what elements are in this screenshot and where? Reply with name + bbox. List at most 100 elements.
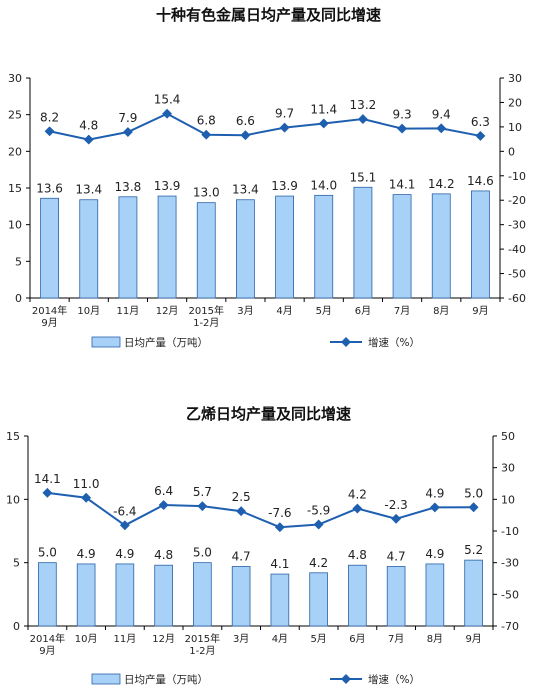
- growth-value-label: 4.8: [79, 119, 98, 133]
- bar-value-label: 13.8: [115, 180, 142, 194]
- x-tick-label: 4月: [276, 305, 292, 317]
- bar: [471, 190, 490, 299]
- left-tick-label: 15: [6, 430, 20, 443]
- right-tick-label: -70: [501, 620, 519, 633]
- growth-point: [201, 129, 212, 140]
- right-tick-label: 10: [501, 493, 515, 506]
- bar-value-label: 13.4: [232, 183, 259, 197]
- legend-bar-label: 日均产量（万吨）: [124, 336, 208, 349]
- x-tick-label: 5月: [310, 633, 326, 645]
- bar-value-label: 14.1: [389, 178, 416, 192]
- growth-point: [236, 506, 247, 517]
- bar: [275, 195, 294, 299]
- x-tick-label: 5月: [316, 305, 332, 317]
- left-tick-label: 30: [8, 72, 22, 85]
- growth-point: [313, 519, 324, 530]
- left-tick-label: 0: [13, 620, 20, 633]
- x-tick-label: 7月: [394, 305, 410, 317]
- growth-value-label: -6.4: [113, 504, 136, 518]
- x-tick-label: 8月: [427, 633, 443, 645]
- bar-value-label: 15.1: [350, 170, 377, 184]
- growth-value-label: 5.0: [464, 486, 483, 500]
- growth-line: [47, 491, 474, 529]
- bar: [353, 186, 373, 299]
- x-tick-label: 6月: [355, 305, 371, 317]
- chart-ethylene: 乙烯日均产量及同比增速 0 5 10 15 -70 -50 -30 -10 10 30 50 5.0 4…: [0, 395, 537, 691]
- right-tick-label: -60: [508, 292, 526, 305]
- bar: [431, 193, 451, 299]
- growth-point: [197, 501, 208, 512]
- left-tick-label: 20: [8, 145, 22, 158]
- growth-point: [279, 122, 290, 133]
- chart-title: 乙烯日均产量及同比增速: [185, 405, 351, 423]
- growth-value-label: 2.5: [232, 490, 251, 504]
- growth-value-label: 8.2: [40, 110, 59, 124]
- bar-value-label: 4.9: [77, 547, 96, 561]
- growth-value-label: 11.4: [310, 102, 337, 116]
- bar-value-label: 5.0: [38, 546, 57, 560]
- legend-bar-swatch: [91, 336, 121, 348]
- bar: [76, 563, 96, 627]
- x-tick-label: 8月: [433, 305, 449, 317]
- right-tick-label: 30: [501, 462, 515, 475]
- bar: [118, 196, 138, 299]
- chart-title: 十种有色金属日均产量及同比增速: [155, 6, 381, 24]
- chart-nonferrous: 十种有色金属日均产量及同比增速 0 5 10 15 20 25 30 -60 -50 -40 -30…: [8, 6, 526, 349]
- bar-value-label: 14.0: [310, 178, 337, 192]
- growth-point: [83, 134, 94, 145]
- bar: [348, 564, 367, 627]
- growth-value-label: -5.9: [307, 504, 330, 518]
- x-tick-label: 3月: [233, 633, 249, 645]
- left-tick-label: 10: [6, 493, 20, 506]
- growth-value-label: 6.8: [197, 114, 216, 128]
- growth-point: [357, 114, 368, 125]
- growth-point: [468, 502, 479, 513]
- growth-value-label: 11.0: [73, 477, 100, 491]
- bar-value-label: 4.8: [348, 548, 367, 562]
- x-tick-label: 12月: [156, 305, 179, 317]
- growth-value-label: 6.3: [471, 115, 490, 129]
- bar: [231, 566, 251, 627]
- legend-bar-label: 日均产量（万吨）: [124, 673, 208, 686]
- bar-value-label: 13.0: [193, 186, 220, 200]
- x-tick-label: 2014年 9月: [30, 632, 65, 657]
- bar-value-label: 4.9: [115, 547, 134, 561]
- growth-value-label: 14.1: [34, 472, 61, 486]
- bar: [193, 562, 212, 627]
- x-tick-label: 3月: [237, 305, 253, 317]
- growth-line: [49, 112, 481, 141]
- x-tick-label: 11月: [114, 633, 137, 645]
- x-tick-label: 6月: [349, 633, 365, 645]
- bar-value-label: 5.0: [193, 546, 212, 560]
- growth-point: [429, 502, 440, 513]
- growth-point: [436, 123, 447, 134]
- x-tick-label: 2014年 9月: [32, 304, 67, 329]
- left-tick-label: 15: [8, 182, 22, 195]
- growth-value-label: 15.4: [154, 93, 181, 107]
- bar: [392, 194, 412, 299]
- growth-value-label: 9.3: [393, 108, 412, 122]
- x-tick-label: 12月: [152, 633, 175, 645]
- right-tick-label: -10: [508, 170, 526, 183]
- bar-value-label: 4.7: [387, 549, 406, 563]
- x-tick-label: 9月: [465, 633, 481, 645]
- legend-bar-swatch: [91, 673, 121, 685]
- bar-value-label: 4.8: [154, 548, 173, 562]
- growth-point: [352, 503, 363, 514]
- bar: [386, 566, 406, 627]
- bar: [115, 563, 135, 627]
- right-tick-label: -30: [501, 557, 519, 570]
- bar: [196, 202, 216, 299]
- bar-value-label: 13.9: [271, 179, 298, 193]
- left-tick-label: 10: [8, 219, 22, 232]
- right-tick-label: 20: [508, 96, 522, 109]
- right-tick-label: 0: [508, 145, 515, 158]
- left-tick-label: 5: [15, 255, 22, 268]
- bar: [79, 199, 99, 299]
- bar-value-label: 5.2: [464, 543, 483, 557]
- bar: [270, 573, 290, 627]
- x-tick-label: 9月: [472, 305, 488, 317]
- growth-value-label: 6.6: [236, 114, 255, 128]
- bar: [157, 195, 177, 299]
- x-tick-label: 11月: [117, 305, 140, 317]
